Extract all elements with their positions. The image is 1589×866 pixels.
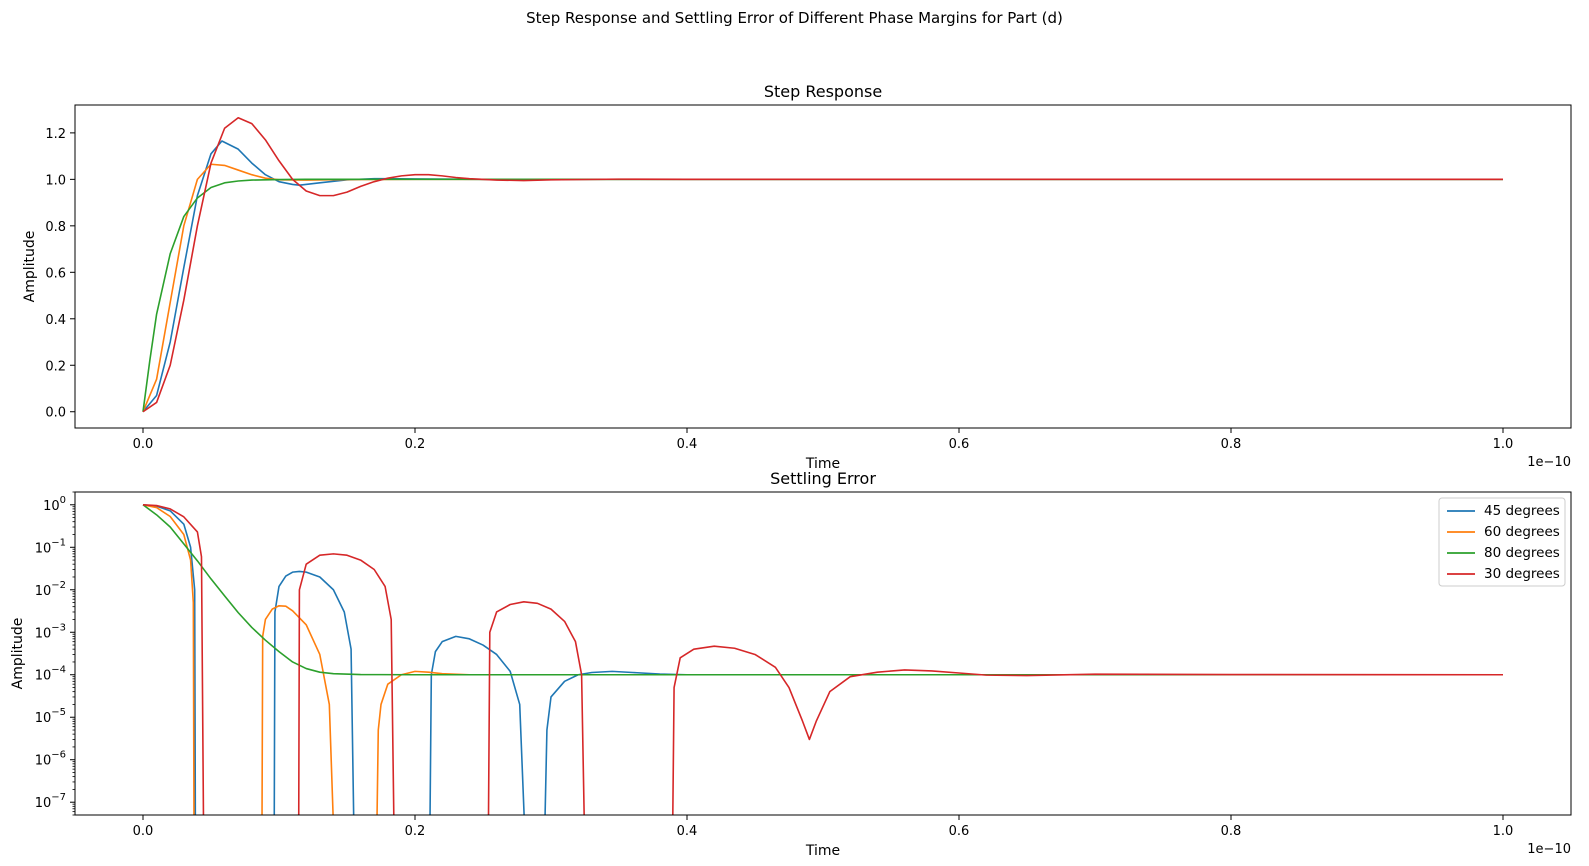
x-tick-label: 0.4 bbox=[677, 824, 698, 839]
x-tick-label: 0.8 bbox=[1221, 437, 1242, 452]
legend-frame bbox=[1438, 497, 1566, 587]
y-tick-label: 1.2 bbox=[45, 127, 66, 142]
y-tick-label: 10−7 bbox=[35, 792, 66, 811]
subplot-title: Step Response bbox=[764, 82, 882, 101]
x-tick-label: 0.8 bbox=[1221, 824, 1242, 839]
legend: 45 degrees 60 degrees 80 degrees 30 degrees bbox=[1438, 497, 1566, 587]
x-axis-label: Time bbox=[805, 456, 840, 472]
series-line-45-degrees bbox=[142, 503, 1503, 815]
x-offset-label: 1e−10 bbox=[1527, 455, 1571, 470]
y-tick-label: 0.4 bbox=[45, 313, 66, 328]
subplot-title: Settling Error bbox=[770, 469, 876, 488]
plot-area bbox=[142, 503, 1504, 815]
y-tick-label: 10−3 bbox=[35, 622, 66, 641]
y-tick-label: 0.6 bbox=[45, 266, 66, 281]
y-tick-label: 10−6 bbox=[35, 750, 66, 769]
series-line-45-degrees bbox=[142, 140, 1503, 413]
series-line-60-degrees bbox=[142, 504, 1503, 815]
settling-error-axes: 0.0 0.2 0.4 0.6 0.8 1.0 1e−10 Time 100 10−1 10−2 10… bbox=[10, 469, 1572, 859]
y-tick-label: 0.0 bbox=[45, 406, 66, 421]
y-tick-label: 0.8 bbox=[45, 220, 66, 235]
series-line-80-degrees bbox=[142, 504, 1503, 676]
series-line-80-degrees bbox=[142, 178, 1503, 412]
y-tick-label: 10−4 bbox=[35, 665, 66, 684]
figure-title: Step Response and Settling Error of Diff… bbox=[526, 9, 1063, 27]
axes-frame bbox=[74, 104, 1572, 429]
y-tick-label: 10−1 bbox=[35, 537, 66, 556]
legend-entry: 60 degrees bbox=[1484, 524, 1560, 540]
x-axis-label: Time bbox=[805, 843, 840, 859]
y-tick-label: 0.2 bbox=[45, 359, 66, 374]
y-tick-label: 100 bbox=[43, 495, 66, 514]
series-line-30-degrees bbox=[142, 503, 1504, 815]
series-line-60-degrees bbox=[142, 163, 1503, 413]
legend-entry: 30 degrees bbox=[1484, 566, 1560, 582]
y-axis-label: Amplitude bbox=[10, 618, 26, 690]
axes-frame bbox=[74, 491, 1572, 816]
x-tick-label: 0.6 bbox=[949, 437, 970, 452]
series-line-30-degrees bbox=[142, 116, 1503, 413]
legend-entry: 45 degrees bbox=[1484, 503, 1560, 519]
x-offset-label: 1e−10 bbox=[1527, 842, 1571, 857]
x-tick-label: 1.0 bbox=[1493, 824, 1514, 839]
x-tick-label: 0.2 bbox=[405, 824, 426, 839]
plot-area bbox=[142, 116, 1503, 413]
legend-entry: 80 degrees bbox=[1484, 545, 1560, 561]
y-tick-label: 1.0 bbox=[45, 173, 66, 188]
x-tick-label: 0.2 bbox=[405, 437, 426, 452]
y-tick-label: 10−5 bbox=[35, 707, 66, 726]
x-tick-label: 0.6 bbox=[949, 824, 970, 839]
x-tick-label: 1.0 bbox=[1493, 437, 1514, 452]
y-axis-label: Amplitude bbox=[22, 231, 38, 303]
x-tick-label: 0.0 bbox=[133, 437, 154, 452]
x-tick-label: 0.0 bbox=[133, 824, 154, 839]
step-response-axes: 0.0 0.2 0.4 0.6 0.8 1.0 1e−10 Time 0.0 0.2 0.4 0.6 0… bbox=[22, 82, 1572, 472]
y-tick-label: 10−2 bbox=[35, 580, 66, 599]
x-tick-label: 0.4 bbox=[677, 437, 698, 452]
